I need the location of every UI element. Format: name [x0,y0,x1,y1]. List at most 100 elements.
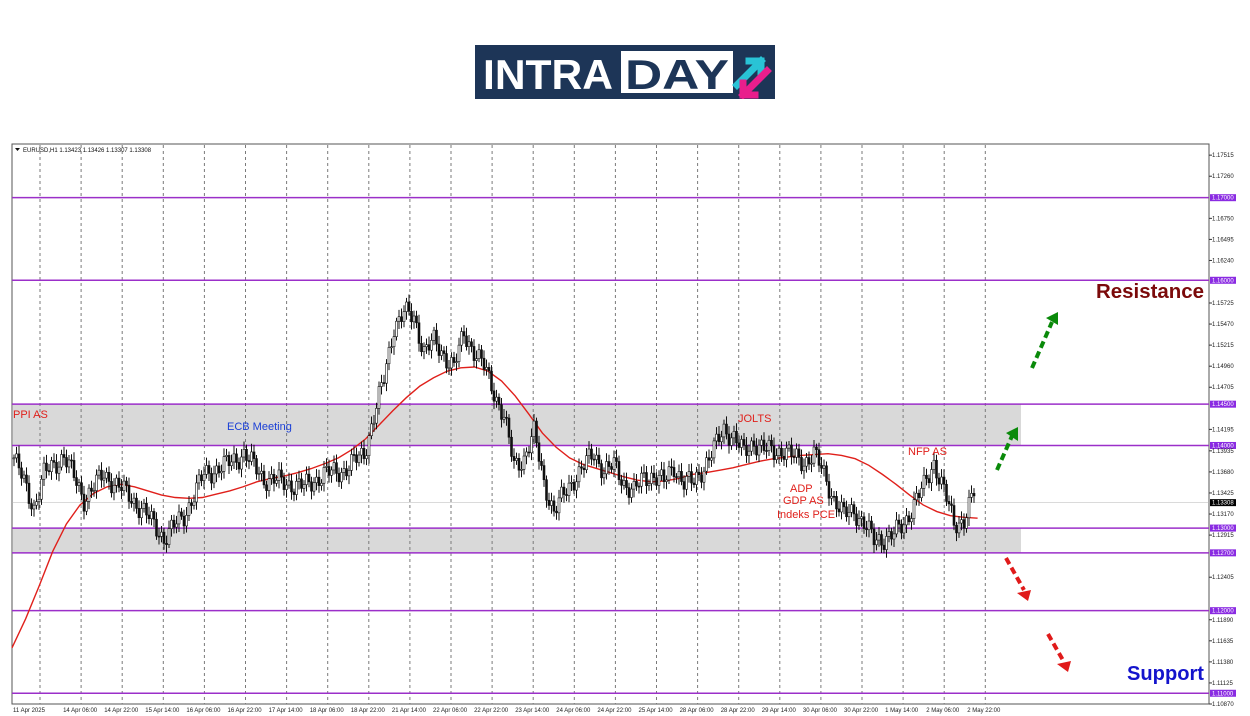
candle-body [655,477,658,486]
level-tag-label: 1.17000 [1212,196,1234,202]
candle-body [385,363,388,384]
candle-body [222,456,226,472]
candle-body [495,396,498,402]
candle-body [750,440,753,452]
logo-day-box [621,51,733,93]
candle-body [322,467,326,484]
x-tick-label: 28 Apr 22:00 [721,708,756,714]
candle-body [95,474,98,491]
intraday-logo: INTRA DAY [475,45,775,99]
candle-body [635,481,638,487]
candle-body [940,476,943,485]
candle-body [870,520,873,530]
candle-body [42,462,46,480]
candle-body [505,416,508,419]
candle-body [300,478,303,489]
candle-body [800,457,803,472]
candle-body [752,440,756,447]
candle-body [485,367,488,370]
candle-body [347,470,351,477]
candle-body [27,482,31,504]
candle-body [915,492,918,500]
candle-body [90,487,93,492]
candle-body [927,478,931,484]
candle-body [122,480,126,492]
y-tick-label: 1.15470 [1212,322,1234,328]
candle-body [397,316,401,322]
candle-body [465,335,468,347]
candle-body [890,531,893,540]
candle-body [325,466,328,468]
candle-body [30,503,33,510]
candle-body [337,473,341,483]
candle-body [577,466,581,483]
candle-body [50,460,53,472]
candle-body [260,470,263,474]
candle-body [255,458,258,475]
candle-body [320,482,323,486]
candle-body [792,456,796,458]
candle-body [537,442,541,462]
candle-body [472,346,476,361]
candle-body [467,341,471,347]
candle-body [580,466,583,469]
resistance-label: Resistance [1096,281,1204,303]
candle-body [880,534,883,546]
candle-body [230,461,233,467]
candle-body [735,431,738,444]
candle-body [25,474,28,484]
candle-body [225,455,228,457]
x-tick-label: 1 May 14:00 [885,708,919,714]
candle-body [202,474,206,482]
candle-body [777,447,781,456]
candle-body [957,522,961,534]
header-dropdown-icon[interactable] [15,148,20,151]
candle-body [527,451,531,454]
candle-body [17,453,21,469]
candle-body [795,448,798,458]
candle-body [935,459,938,479]
candle-body [22,474,26,479]
x-tick-label: 22 Apr 22:00 [474,708,509,714]
level-tag-label: 1.11000 [1212,691,1234,697]
candle-body [922,474,926,489]
candle-body [140,508,143,519]
candle-body [860,516,863,519]
candle-body [950,503,953,506]
candle-body [702,470,706,483]
candle-body [660,469,663,476]
candle-body [565,494,568,496]
x-tick-label: 16 Apr 06:00 [186,708,221,714]
candle-body [932,459,936,470]
candle-body [470,341,473,347]
candle-body [725,423,728,435]
candle-body [835,496,838,510]
candle-body [967,497,971,519]
candle-body [707,457,711,461]
candle-body [210,473,213,484]
candle-body [845,506,848,518]
y-tick-label: 1.15215 [1212,343,1234,349]
candle-body [710,457,713,461]
level-tag [1210,524,1236,532]
candle-body [295,480,298,495]
candle-body [530,436,533,454]
candle-body [532,420,536,437]
candle-body [677,471,681,478]
x-tick-label: 11 Apr 2025 [13,708,46,714]
event-gdp-as: GDP AS [783,495,824,507]
candle-body [872,528,876,546]
candle-body [497,396,501,405]
event-nfp-as: NFP AS [908,446,947,458]
y-tick-label: 1.11125 [1212,681,1233,687]
logo-text-day: DAY [625,51,729,98]
x-tick-label: 23 Apr 14:00 [515,708,550,714]
event-jolts: JOLTS [738,413,771,425]
candle-body [265,484,268,491]
candle-body [740,439,743,448]
candle-body [285,484,288,490]
candle-body [687,471,691,477]
candle-body [282,476,286,490]
candle-body [305,473,308,485]
candle-body [367,435,371,457]
